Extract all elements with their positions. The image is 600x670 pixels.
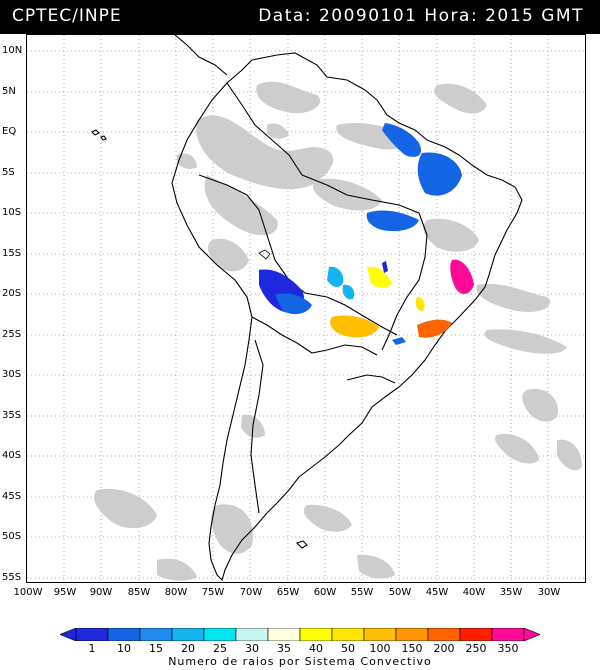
colorbar-arrow-right (523, 628, 540, 641)
lat-label: 10N (2, 45, 23, 56)
lon-label: 80W (164, 587, 188, 598)
colorbar-tick: 350 (497, 642, 519, 655)
source-label: CPTEC/INPE (12, 6, 122, 26)
colorbar-segment (107, 628, 141, 641)
colorbar-tick: 1 (88, 642, 96, 655)
lon-label: 35W (499, 587, 523, 598)
colorbar-segments (60, 628, 540, 641)
colorbar-arrow-left (60, 628, 77, 641)
colorbar-segment (267, 628, 301, 641)
lon-label: 95W (53, 587, 77, 598)
colorbar-caption: Numero de raios por Sistema Convectivo (168, 655, 432, 668)
lon-label: 75W (201, 587, 225, 598)
lat-label: 5S (2, 167, 15, 178)
colorbar-segment (363, 628, 397, 641)
lat-label: 5N (2, 86, 16, 97)
colorbar-segment (491, 628, 525, 641)
colorbar-segment (395, 628, 429, 641)
title-bar: CPTEC/INPE Data: 20090101 Hora: 2015 GMT (0, 0, 600, 34)
colorbar-segment (235, 628, 269, 641)
colorbar-tick: 200 (433, 642, 455, 655)
lat-label: 20S (2, 288, 22, 299)
lat-label: 25S (2, 329, 22, 340)
lon-label: 40W (462, 587, 486, 598)
colorbar-segment (331, 628, 365, 641)
lon-label: 90W (89, 587, 113, 598)
lon-label: 50W (388, 587, 412, 598)
colorbar (60, 628, 540, 641)
lat-label: 45S (2, 491, 22, 502)
colorbar-tick: 25 (213, 642, 227, 655)
colorbar-tick: 20 (181, 642, 195, 655)
lon-label: 60W (313, 587, 337, 598)
lon-label: 45W (425, 587, 449, 598)
lon-label: 70W (239, 587, 263, 598)
lat-label: 40S (2, 450, 22, 461)
colorbar-tick: 50 (341, 642, 355, 655)
colorbar-tick: 40 (309, 642, 323, 655)
colorbar-segment (299, 628, 333, 641)
colorbar-segment (459, 628, 493, 641)
colorbar-tick: 30 (245, 642, 259, 655)
lat-label: EQ (2, 126, 17, 137)
lat-label: 50S (2, 531, 22, 542)
lat-label: 30S (2, 369, 22, 380)
colorbar-tick: 35 (277, 642, 291, 655)
lon-label: 65W (276, 587, 300, 598)
lat-label: 55S (2, 572, 22, 583)
continent-outline (91, 35, 523, 582)
lon-label: 55W (350, 587, 374, 598)
lat-label: 35S (2, 410, 22, 421)
cloud-cover (94, 81, 582, 581)
colorbar-tick: 150 (401, 642, 423, 655)
lon-label: 30W (537, 587, 561, 598)
lon-label: 100W (13, 587, 43, 598)
colorbar-segment (171, 628, 205, 641)
colorbar-tick: 10 (117, 642, 131, 655)
colorbar-segment (75, 628, 109, 641)
convective-systems (259, 123, 474, 345)
lat-label: 15S (2, 248, 22, 259)
datetime-label: Data: 20090101 Hora: 2015 GMT (258, 6, 584, 26)
map-panel (26, 34, 586, 583)
colorbar-tick: 250 (465, 642, 487, 655)
colorbar-tick: 100 (369, 642, 391, 655)
colorbar-tick: 15 (149, 642, 163, 655)
lat-label: 10S (2, 207, 22, 218)
lon-label: 85W (127, 587, 151, 598)
colorbar-segment (203, 628, 237, 641)
map-svg (27, 35, 585, 582)
colorbar-segment (427, 628, 461, 641)
colorbar-segment (139, 628, 173, 641)
